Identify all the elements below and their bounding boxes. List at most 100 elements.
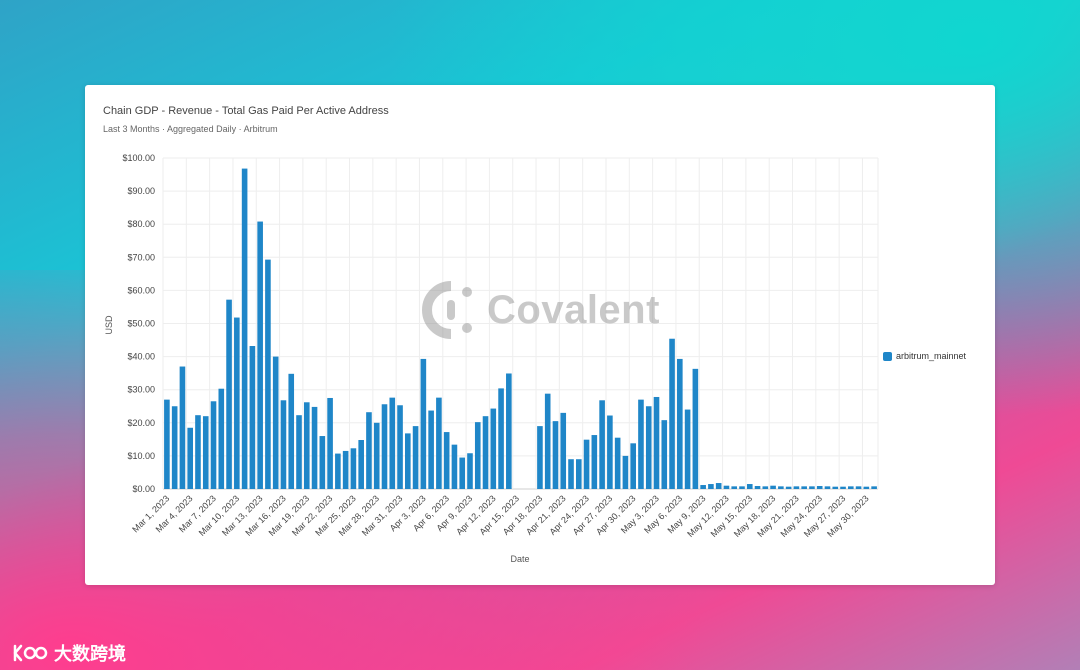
bar[interactable]	[684, 409, 691, 489]
bar[interactable]	[179, 366, 186, 489]
chart-title: Chain GDP - Revenue - Total Gas Paid Per…	[103, 105, 389, 117]
bar[interactable]	[599, 400, 605, 489]
bar[interactable]	[506, 373, 512, 489]
bar[interactable]	[303, 402, 310, 489]
bar[interactable]	[832, 486, 839, 489]
bar[interactable]	[335, 453, 341, 489]
bar[interactable]	[661, 420, 668, 489]
bar[interactable]	[202, 416, 209, 489]
bar[interactable]	[164, 399, 170, 489]
bar[interactable]	[420, 358, 427, 489]
bar[interactable]	[669, 338, 675, 489]
bar[interactable]	[218, 388, 225, 489]
bar[interactable]	[840, 486, 846, 489]
footer-text: 大数跨境	[54, 644, 126, 664]
bar[interactable]	[288, 373, 295, 489]
bar[interactable]	[778, 486, 784, 489]
bar[interactable]	[607, 415, 613, 489]
bar[interactable]	[498, 388, 504, 489]
x-tick-label: May 30, 2023	[825, 493, 871, 539]
bar[interactable]	[265, 259, 271, 489]
bar[interactable]	[871, 486, 877, 489]
bar[interactable]	[296, 415, 302, 489]
bar[interactable]	[785, 486, 792, 489]
bar[interactable]	[544, 393, 551, 489]
bar[interactable]	[210, 401, 217, 489]
bar[interactable]	[226, 299, 232, 489]
chart-legend[interactable]: arbitrum_mainnet	[883, 351, 966, 361]
bar[interactable]	[630, 443, 636, 489]
bar[interactable]	[482, 416, 489, 489]
bar[interactable]	[715, 483, 722, 489]
bar[interactable]	[280, 400, 287, 489]
bar[interactable]	[801, 486, 807, 489]
bar[interactable]	[583, 439, 590, 489]
bar[interactable]	[467, 453, 473, 489]
bar[interactable]	[653, 396, 660, 489]
bar[interactable]	[723, 485, 730, 489]
bar[interactable]	[350, 448, 357, 489]
bar[interactable]	[700, 485, 706, 489]
bar[interactable]	[591, 435, 598, 489]
bar[interactable]	[560, 412, 567, 489]
x-axis-label: Date	[510, 554, 529, 564]
bar[interactable]	[622, 455, 629, 489]
bar[interactable]	[405, 433, 411, 489]
bar[interactable]	[397, 405, 403, 489]
bar[interactable]	[770, 485, 776, 489]
bar[interactable]	[490, 408, 497, 489]
bar[interactable]	[739, 486, 745, 489]
y-tick-label: $50.00	[127, 319, 155, 329]
bar[interactable]	[358, 440, 364, 489]
bar[interactable]	[249, 346, 256, 489]
bar[interactable]	[855, 486, 862, 489]
bar[interactable]	[614, 437, 621, 489]
bar[interactable]	[451, 444, 458, 489]
bar[interactable]	[381, 404, 388, 489]
bar[interactable]	[187, 427, 193, 489]
bar[interactable]	[568, 459, 574, 489]
bar-chart: $0.00 $10.00 $20.00 $30.00 $40.00 $50.00 $60.0…	[104, 153, 879, 564]
bar[interactable]	[366, 412, 372, 489]
bar[interactable]	[793, 486, 800, 489]
bar[interactable]	[638, 399, 644, 489]
bar[interactable]	[311, 406, 318, 489]
bar[interactable]	[474, 422, 481, 489]
bar[interactable]	[389, 397, 396, 489]
y-axis-ticks: $0.00 $10.00 $20.00 $30.00 $40.00 $50.00 $60.0…	[122, 153, 155, 494]
bar[interactable]	[762, 486, 769, 489]
bar[interactable]	[848, 486, 854, 489]
bar[interactable]	[459, 457, 466, 489]
bar[interactable]	[327, 397, 333, 489]
bar[interactable]	[412, 426, 419, 489]
bar[interactable]	[708, 484, 714, 489]
bar[interactable]	[171, 406, 178, 489]
bar[interactable]	[241, 168, 248, 489]
bar[interactable]	[645, 406, 652, 489]
bar[interactable]	[443, 432, 450, 489]
bar[interactable]	[754, 486, 761, 489]
y-tick-label: $100.00	[122, 153, 155, 163]
bar[interactable]	[272, 356, 279, 489]
chart-card: Chain GDP - Revenue - Total Gas Paid Per…	[85, 85, 995, 585]
bar[interactable]	[677, 358, 683, 489]
bar[interactable]	[816, 486, 823, 489]
covalent-watermark: Covalent	[421, 280, 660, 340]
bar[interactable]	[342, 450, 349, 489]
bar[interactable]	[373, 422, 380, 489]
bar[interactable]	[863, 486, 870, 489]
bar[interactable]	[552, 421, 559, 489]
bar[interactable]	[692, 368, 699, 489]
bar[interactable]	[731, 486, 738, 489]
bar[interactable]	[319, 436, 326, 489]
bar[interactable]	[575, 459, 582, 489]
bar[interactable]	[436, 397, 442, 489]
bar[interactable]	[234, 317, 240, 489]
bar[interactable]	[824, 486, 831, 489]
bar[interactable]	[257, 221, 263, 490]
bar[interactable]	[809, 486, 815, 489]
bar[interactable]	[537, 426, 543, 489]
bar[interactable]	[746, 484, 753, 489]
bar[interactable]	[195, 415, 201, 489]
bar[interactable]	[428, 410, 434, 489]
